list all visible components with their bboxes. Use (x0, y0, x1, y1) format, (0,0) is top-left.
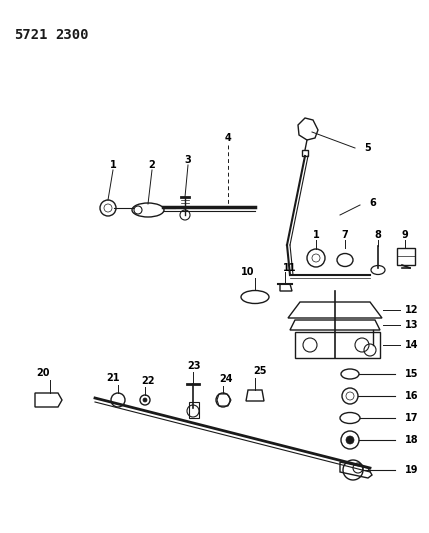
Text: 20: 20 (36, 368, 50, 378)
Text: 18: 18 (405, 435, 419, 445)
Text: 2300: 2300 (55, 28, 88, 42)
Text: 9: 9 (402, 230, 408, 240)
Text: 21: 21 (106, 373, 120, 383)
Text: 11: 11 (283, 263, 297, 273)
Text: 24: 24 (219, 374, 233, 384)
Text: 2: 2 (148, 160, 155, 170)
Text: 5: 5 (365, 143, 372, 153)
Circle shape (346, 436, 354, 444)
Text: 4: 4 (225, 133, 231, 143)
Text: 16: 16 (405, 391, 419, 401)
Text: 7: 7 (341, 230, 348, 240)
Text: 23: 23 (187, 361, 201, 371)
Text: 1: 1 (313, 230, 319, 240)
Text: 13: 13 (405, 320, 419, 330)
Text: 5721: 5721 (14, 28, 48, 42)
Text: 6: 6 (370, 198, 376, 208)
Text: 19: 19 (405, 465, 419, 475)
Circle shape (143, 398, 147, 402)
Text: 1: 1 (110, 160, 116, 170)
Text: 22: 22 (141, 376, 155, 386)
Text: 8: 8 (375, 230, 381, 240)
Text: 12: 12 (405, 305, 419, 315)
Text: 10: 10 (241, 267, 255, 277)
Text: 14: 14 (405, 340, 419, 350)
Text: 17: 17 (405, 413, 419, 423)
Text: 15: 15 (405, 369, 419, 379)
Text: 25: 25 (253, 366, 267, 376)
Text: 3: 3 (184, 155, 191, 165)
